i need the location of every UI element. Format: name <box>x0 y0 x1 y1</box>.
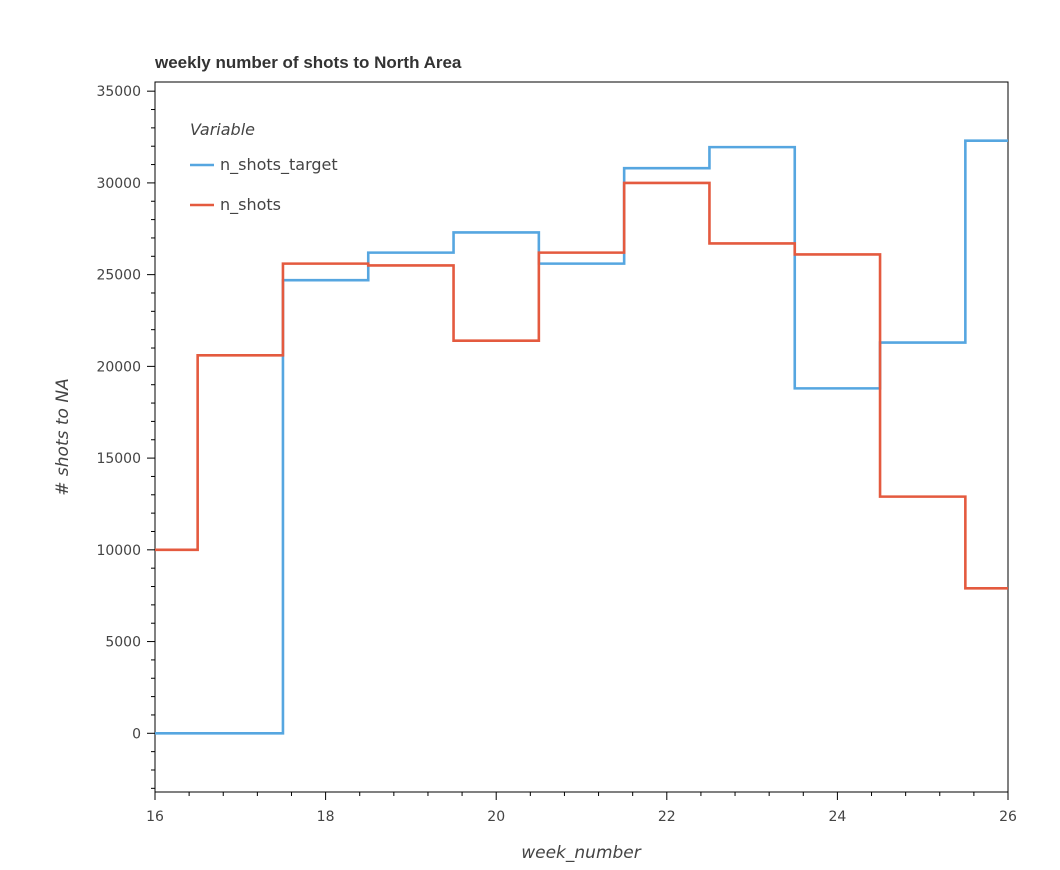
y-tick-label: 5000 <box>105 635 141 651</box>
y-tick-label: 30000 <box>96 176 141 192</box>
legend: Variable n_shots_target n_shots <box>190 120 338 215</box>
axes: 0 5000 10000 15000 20000 25000 30000 35000 16 18 2… <box>96 84 1017 825</box>
chart-title: weekly number of shots to North Area <box>154 53 462 72</box>
series-layer <box>155 139 1008 735</box>
x-tick-label: 18 <box>317 809 335 825</box>
y-axis-label: # shots to NA <box>53 378 73 495</box>
x-tick-label: 26 <box>999 809 1017 825</box>
plot-frame <box>154 81 1009 793</box>
x-tick-label: 22 <box>658 809 676 825</box>
x-axis-label: week_number <box>521 843 642 863</box>
y-tick-label: 0 <box>132 726 141 742</box>
y-tick-label: 25000 <box>96 268 141 284</box>
legend-label: n_shots_target <box>220 155 338 175</box>
y-tick-label: 10000 <box>96 543 141 559</box>
x-tick-label: 24 <box>828 809 846 825</box>
series-line-n_shots <box>155 181 1008 590</box>
y-tick-label: 15000 <box>96 451 141 467</box>
legend-title: Variable <box>190 120 255 139</box>
x-tick-label: 16 <box>146 809 164 825</box>
y-tick-label: 35000 <box>96 84 141 100</box>
x-tick-label: 20 <box>487 809 505 825</box>
legend-label: n_shots <box>220 195 281 215</box>
y-tick-label: 20000 <box>96 359 141 375</box>
